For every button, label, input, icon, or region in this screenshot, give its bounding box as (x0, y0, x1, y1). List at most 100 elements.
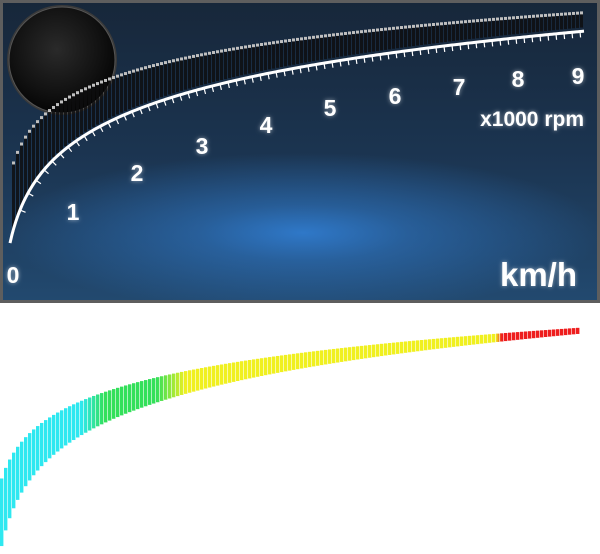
scale-tick (323, 63, 326, 70)
color-strip-segment (372, 344, 376, 358)
rpm-bar-cap (144, 66, 147, 70)
color-strip-segment (320, 350, 324, 366)
rpm-bar-cap (36, 120, 39, 124)
rpm-bar-cap (476, 19, 479, 23)
rpm-bar-cap (104, 78, 107, 82)
rpm-bar-segment (200, 55, 203, 86)
color-strip-segment (228, 363, 232, 383)
rpm-bar-segment (304, 38, 307, 63)
rpm-bar-segment (16, 152, 19, 217)
color-strip-segment (184, 371, 188, 394)
rpm-bar-segment (512, 18, 515, 35)
rpm-bar-segment (104, 80, 107, 121)
scale-tick (403, 51, 406, 58)
scale-tick (131, 111, 135, 118)
rpm-bar-segment (328, 35, 331, 59)
scale-tick (435, 46, 438, 54)
color-strip-segment (100, 393, 104, 425)
rpm-bar-segment (132, 71, 135, 108)
scale-tick (451, 44, 454, 52)
rpm-bar-cap (296, 37, 299, 41)
color-strip-segment (520, 331, 524, 340)
rpm-bar-cap (320, 34, 323, 38)
rpm-bar-cap (548, 13, 551, 17)
color-strip-segment (456, 336, 460, 347)
rpm-bar-cap (412, 24, 415, 28)
rpm-bar-cap (508, 16, 511, 20)
rpm-bar-cap (512, 16, 515, 20)
rpm-bar-cap (12, 161, 15, 165)
rpm-bar-segment (440, 24, 443, 43)
rpm-bar-segment (40, 118, 43, 171)
rpm-bar-segment (316, 37, 319, 61)
rpm-bar-segment (420, 26, 423, 46)
color-strip-segment (404, 341, 408, 353)
rpm-bar-segment (488, 20, 491, 37)
rpm-bar-cap (84, 87, 87, 91)
rpm-bar-segment (128, 72, 131, 110)
color-strip-segment (156, 377, 160, 403)
color-strip-segment (420, 340, 424, 351)
color-strip-segment (72, 404, 76, 441)
color-strip-segment (140, 381, 144, 408)
rpm-bar-cap (416, 24, 419, 28)
rpm-bar-segment (392, 28, 395, 49)
scale-tick (155, 102, 159, 109)
rpm-bar-segment (32, 126, 35, 183)
scale-tick (299, 67, 302, 74)
scale-tick (531, 36, 534, 43)
rpm-bar-cap (216, 50, 219, 54)
rpm-bar-segment (216, 52, 219, 82)
rpm-bar-segment (276, 42, 279, 68)
color-strip-segment (36, 426, 40, 471)
rpm-bar-cap (480, 18, 483, 22)
rpm-bar-segment (60, 102, 63, 150)
color-strip-segment (388, 343, 392, 355)
color-strip-segment (440, 338, 444, 349)
color-strip-segment (60, 410, 64, 449)
scale-label-7: 7 (453, 74, 466, 100)
color-strip-segment (408, 341, 412, 353)
rpm-bar-cap (136, 68, 139, 72)
rpm-bar-segment (508, 18, 511, 35)
color-strip-segment (360, 345, 364, 359)
rpm-bar-segment (24, 137, 27, 197)
rpm-bar-segment (284, 41, 287, 67)
rpm-bar-cap (440, 22, 443, 26)
color-strip-segment (196, 368, 200, 391)
color-strip-segment (488, 334, 492, 343)
rpm-bar-segment (152, 66, 155, 100)
rpm-bar-segment (336, 34, 339, 58)
rpm-bar-segment (116, 76, 119, 115)
rpm-bar-cap (32, 124, 35, 128)
color-strip-segment (204, 367, 208, 389)
rpm-bar-cap (324, 34, 327, 38)
rpm-bar-cap (552, 13, 555, 17)
rpm-bar-segment (136, 70, 139, 106)
scale-tick (379, 54, 382, 61)
color-strip-segment (248, 359, 252, 379)
color-strip-segment (172, 373, 176, 398)
rpm-bar-segment (412, 26, 415, 47)
rpm-bar-segment (48, 111, 51, 162)
rpm-bar-segment (552, 15, 555, 31)
color-strip-segment (460, 336, 464, 346)
color-strip-segment (92, 395, 96, 429)
rpm-bar-segment (108, 79, 111, 119)
rpm-bar-cap (272, 41, 275, 45)
speed-unit-label: km/h (500, 256, 577, 293)
rpm-bar-segment (536, 16, 539, 32)
rpm-bar-segment (120, 75, 123, 113)
rpm-bar-cap (120, 73, 123, 77)
color-strip-segment (368, 345, 372, 358)
color-strip-segment (188, 370, 192, 393)
color-strip-segment (536, 330, 540, 338)
rpm-bar-segment (472, 21, 475, 39)
rpm-bar-cap (132, 69, 135, 73)
rpm-bar-cap (72, 93, 75, 97)
rpm-bar-cap (392, 26, 395, 30)
scale-tick (339, 60, 342, 67)
color-strip-segment (216, 365, 220, 386)
rpm-bar-segment (464, 22, 467, 40)
scale-tick (123, 114, 127, 121)
